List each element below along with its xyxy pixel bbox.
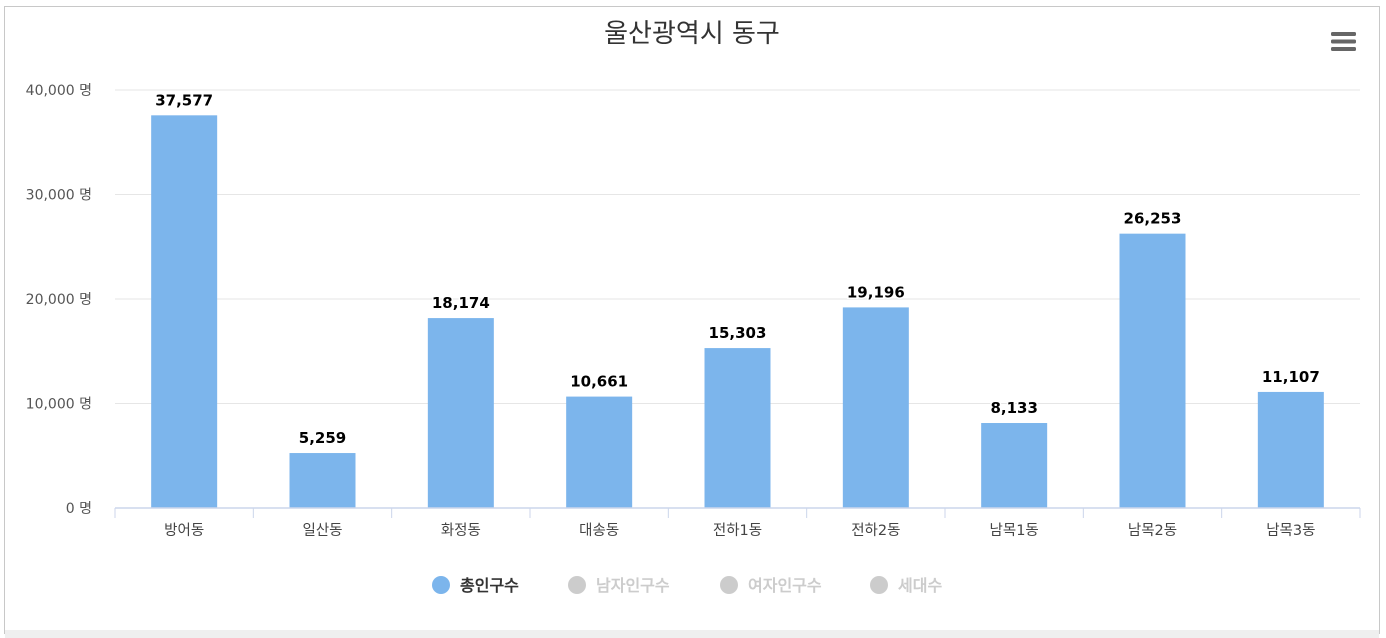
data-label: 8,133 xyxy=(990,399,1037,417)
bar[interactable] xyxy=(842,307,909,508)
legend-label: 남자인구수 xyxy=(596,576,670,595)
data-label: 5,259 xyxy=(299,429,346,447)
data-label: 26,253 xyxy=(1124,210,1182,228)
chart-title: 울산광역시 동구 xyxy=(604,19,780,49)
y-tick-label: 10,000 명 xyxy=(26,397,92,413)
data-label: 11,107 xyxy=(1262,368,1320,386)
bars xyxy=(151,115,1324,509)
data-label: 10,661 xyxy=(570,373,628,391)
bar[interactable] xyxy=(704,348,771,508)
legend-item[interactable]: 세대수 xyxy=(870,576,942,595)
data-label: 37,577 xyxy=(155,91,213,109)
bar[interactable] xyxy=(151,115,218,509)
legend-label: 세대수 xyxy=(898,576,942,595)
x-axis: 방어동 일산동 화정동 대송동 전하1동 전하2동 남목1동 남목2동 남목3동 xyxy=(114,507,1361,539)
data-labels: 37,577 5,259 18,174 10,661 15,303 19,196 8,133… xyxy=(154,90,1322,449)
bar[interactable] xyxy=(1119,233,1186,509)
bottom-scroll-strip xyxy=(5,630,1379,638)
x-tick-label: 남목2동 xyxy=(1128,522,1177,539)
bar[interactable] xyxy=(566,396,633,508)
bar[interactable] xyxy=(289,453,356,508)
y-tick-label: 30,000 명 xyxy=(26,188,92,204)
legend-item[interactable]: 총인구수 xyxy=(432,576,519,595)
data-label: 18,174 xyxy=(432,294,490,312)
legend-label: 여자인구수 xyxy=(748,576,822,595)
bar[interactable] xyxy=(1257,391,1324,508)
legend-marker xyxy=(432,576,450,594)
y-tick-label: 40,000 명 xyxy=(26,83,92,99)
y-tick-label: 0 명 xyxy=(66,501,92,517)
x-tick-label: 전하1동 xyxy=(713,522,762,539)
bar[interactable] xyxy=(981,423,1048,508)
legend: 총인구수 남자인구수 여자인구수 세대수 xyxy=(432,576,942,595)
x-tick-label: 일산동 xyxy=(302,522,342,539)
data-label: 15,303 xyxy=(709,324,767,342)
x-tick-label: 남목3동 xyxy=(1266,522,1315,539)
legend-marker xyxy=(720,576,738,594)
y-axis-labels: 0 명 10,000 명 20,000 명 30,000 명 40,000 명 xyxy=(26,83,92,517)
legend-label: 총인구수 xyxy=(460,576,519,595)
x-tick-label: 전하2동 xyxy=(851,522,900,539)
x-tick-label: 대송동 xyxy=(579,522,619,539)
x-tick-label: 남목1동 xyxy=(990,522,1039,539)
legend-marker xyxy=(870,576,888,594)
y-tick-label: 20,000 명 xyxy=(26,292,92,308)
x-tick-label: 방어동 xyxy=(164,522,204,539)
hamburger-menu-icon[interactable] xyxy=(1328,28,1358,54)
legend-marker xyxy=(568,576,586,594)
data-label: 19,196 xyxy=(847,283,905,301)
bar[interactable] xyxy=(427,318,494,508)
x-tick-label: 화정동 xyxy=(441,522,481,539)
legend-item[interactable]: 여자인구수 xyxy=(720,576,822,595)
legend-item[interactable]: 남자인구수 xyxy=(568,576,670,595)
